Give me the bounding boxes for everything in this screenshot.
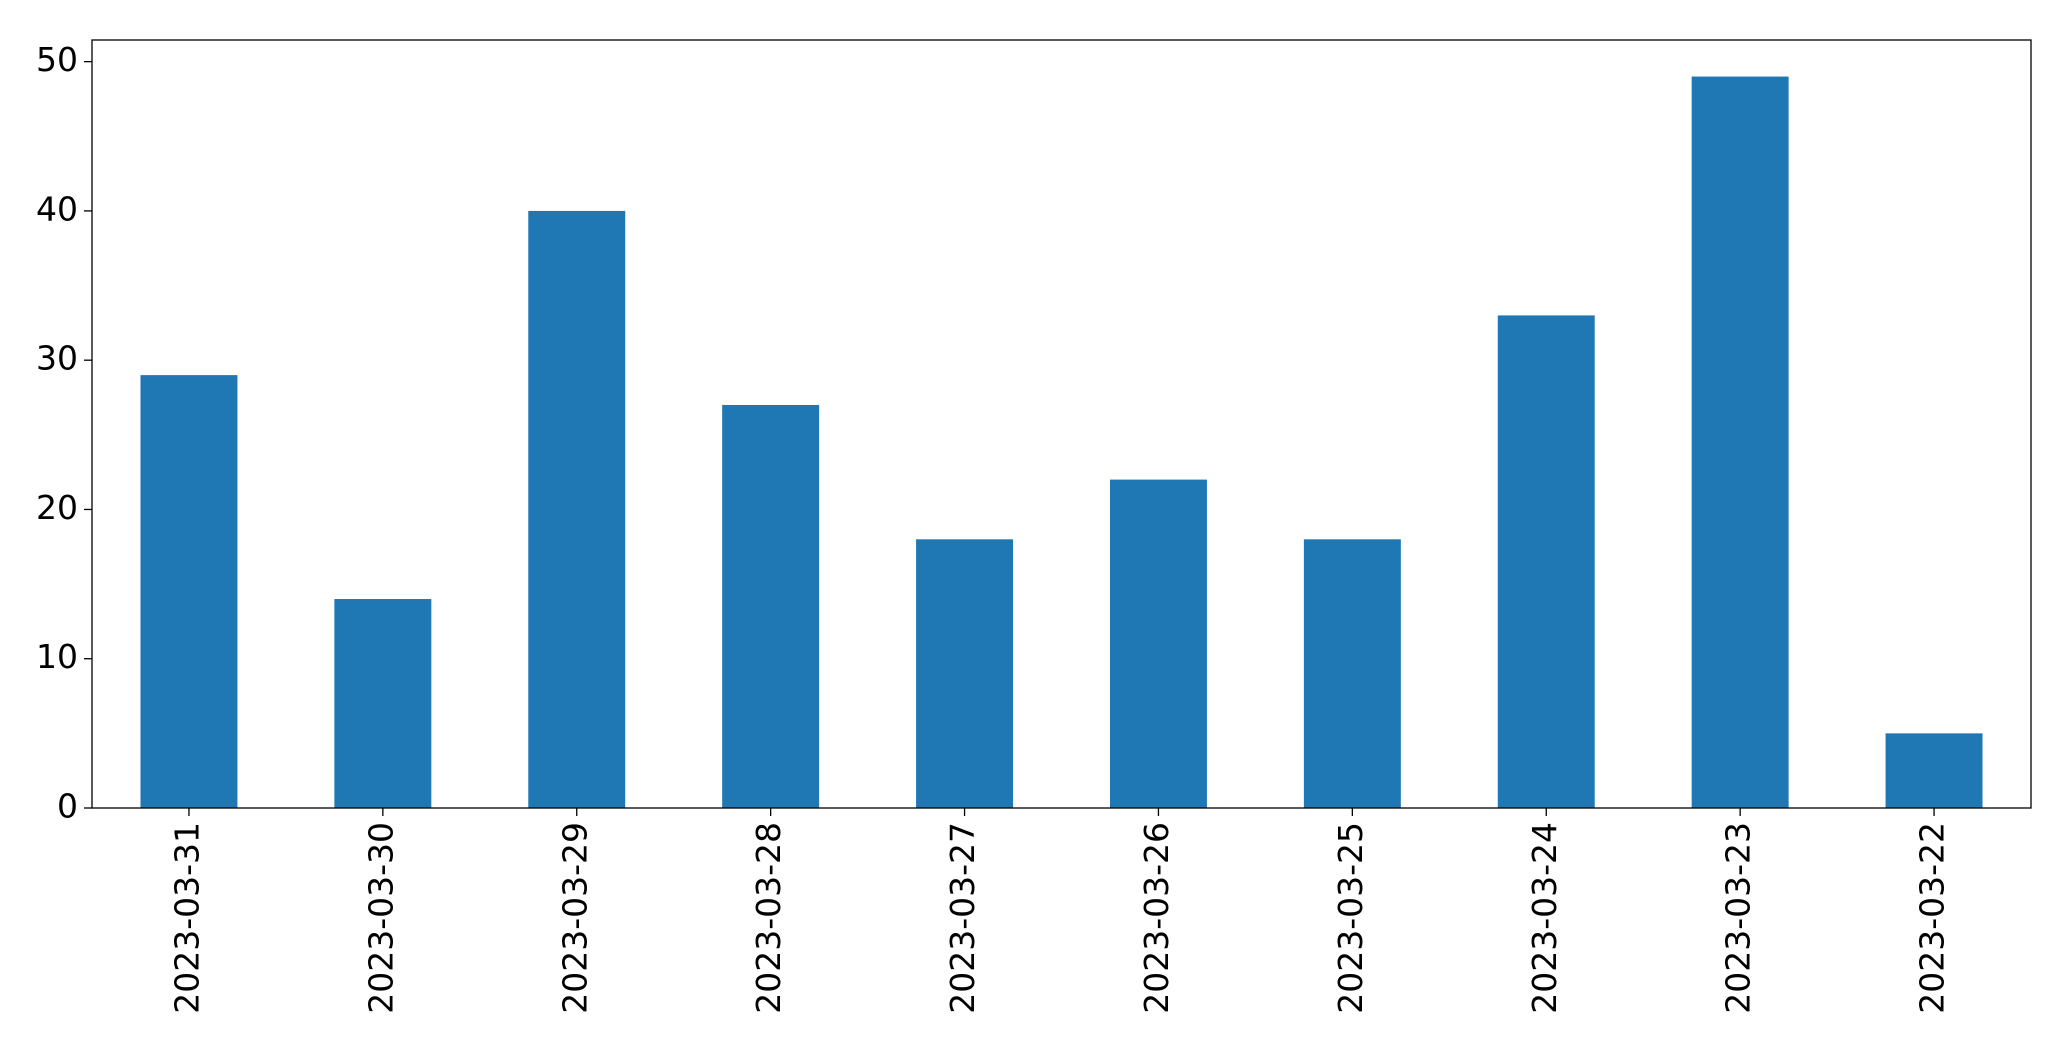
y-tick-label: 30 xyxy=(36,339,78,378)
x-tick-label: 2023-03-31 xyxy=(167,822,206,1014)
bar xyxy=(1109,479,1207,808)
x-tick-label: 2023-03-27 xyxy=(943,822,982,1014)
bar xyxy=(1303,539,1401,808)
bar xyxy=(1497,315,1595,808)
y-tick-label: 40 xyxy=(36,189,78,228)
x-tick-label: 2023-03-26 xyxy=(1137,822,1176,1014)
y-tick-label: 20 xyxy=(36,488,78,527)
bar xyxy=(334,599,432,808)
bar xyxy=(1691,76,1789,809)
x-tick-label: 2023-03-28 xyxy=(749,822,788,1014)
bar xyxy=(140,375,238,808)
bar xyxy=(722,404,820,808)
x-tick-label: 2023-03-23 xyxy=(1719,822,1758,1014)
x-tick-label: 2023-03-24 xyxy=(1525,822,1564,1014)
x-tick-label: 2023-03-22 xyxy=(1913,822,1952,1014)
bar xyxy=(528,210,626,808)
y-tick-label: 0 xyxy=(57,787,78,826)
bar xyxy=(916,539,1014,808)
x-tick-label: 2023-03-29 xyxy=(555,822,594,1014)
plot-frame xyxy=(91,39,2032,809)
bar xyxy=(1885,733,1983,808)
y-tick-label: 10 xyxy=(36,637,78,676)
x-tick-label: 2023-03-30 xyxy=(361,822,400,1014)
y-tick-label: 50 xyxy=(36,40,78,79)
x-tick-label: 2023-03-25 xyxy=(1331,822,1370,1014)
